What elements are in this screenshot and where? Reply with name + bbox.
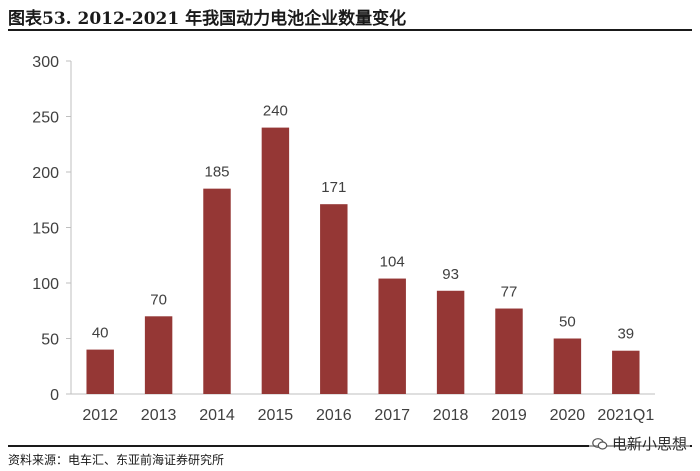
y-tick-label: 250 (32, 110, 59, 127)
bar (320, 204, 348, 394)
x-tick-label: 2014 (199, 407, 235, 424)
data-label: 70 (150, 291, 167, 308)
bar (436, 290, 465, 394)
y-tick-label: 0 (50, 387, 59, 404)
x-tick-label: 2020 (550, 407, 586, 424)
data-label: 185 (204, 164, 229, 181)
x-tick-label: 2012 (82, 407, 118, 424)
bar (612, 350, 640, 394)
chart-title: 图表53. 2012-2021 年我国动力电池企业数量变化 (8, 9, 407, 29)
bar (144, 316, 173, 394)
data-label: 77 (501, 284, 518, 301)
y-tick-label: 100 (32, 276, 59, 293)
bar (86, 349, 114, 394)
data-label: 104 (380, 254, 405, 271)
data-label: 50 (559, 314, 576, 331)
bar (495, 308, 523, 394)
x-tick-label: 2018 (433, 407, 469, 424)
wechat-icon (592, 437, 608, 450)
data-label: 240 (263, 103, 288, 120)
source-note: 资料来源：电车汇、东亚前海证券研究所 (8, 453, 225, 467)
x-tick-label: 2017 (374, 407, 410, 424)
bar (203, 188, 231, 394)
watermark: 电新小思想 (588, 432, 690, 455)
data-label: 40 (92, 325, 109, 342)
bar (553, 338, 582, 394)
x-tick-label: 2021Q1 (597, 407, 654, 424)
y-tick-label: 150 (32, 221, 59, 238)
footer-divider (8, 445, 692, 447)
title-divider (8, 29, 692, 31)
data-label: 171 (321, 179, 346, 196)
watermark-text: 电新小思想 (611, 435, 687, 453)
bar (378, 278, 406, 394)
y-tick-label: 200 (32, 165, 59, 182)
data-label: 39 (617, 326, 634, 343)
x-tick-label: 2019 (491, 407, 527, 424)
data-label: 93 (442, 266, 459, 283)
x-tick-label: 2016 (316, 407, 352, 424)
bar-chart: 0 50 100 150 200 250 300 40 2012 70 2013 185 2014 240… (32, 54, 655, 424)
y-tick-label: 50 (41, 332, 59, 349)
x-tick-label: 2013 (141, 407, 177, 424)
x-tick-label: 2015 (258, 407, 294, 424)
bar (261, 127, 290, 394)
y-tick-label: 300 (32, 54, 59, 71)
